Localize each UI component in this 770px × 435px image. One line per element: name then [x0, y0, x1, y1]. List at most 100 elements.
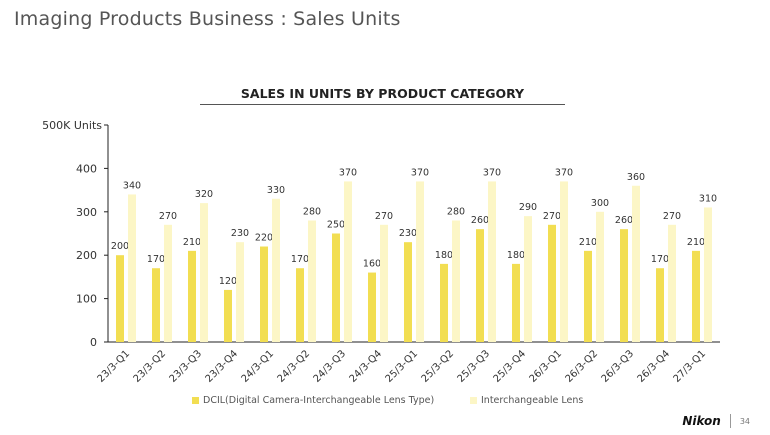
bar-dcil: [692, 250, 700, 342]
bar-dcil: [188, 250, 196, 342]
data-label-dcil: 200: [111, 241, 129, 252]
page-title: Imaging Products Business : Sales Units: [14, 8, 401, 30]
x-tick-label: 24/3-Q1: [240, 348, 277, 385]
bar-dcil: [584, 250, 592, 342]
y-tick-label: 400: [76, 162, 97, 175]
data-label-dcil: 260: [471, 215, 489, 226]
x-tick-label: 26/3-Q3: [600, 348, 637, 385]
data-label-dcil: 180: [507, 250, 525, 261]
x-tick-label: 25/3-Q2: [420, 348, 457, 385]
x-tick-label: 23/3-Q3: [168, 348, 205, 385]
bar-dcil: [152, 268, 160, 342]
x-tick-label: 25/3-Q1: [384, 348, 421, 385]
bar-lens: [416, 181, 424, 342]
legend-item-dcil: DCIL(Digital Camera-Interchangeable Lens…: [192, 395, 434, 406]
data-label-lens: 320: [195, 189, 213, 200]
data-label-lens: 370: [555, 167, 573, 178]
footer: Nikon 34: [682, 414, 750, 428]
x-tick-label: 23/3-Q1: [96, 348, 133, 385]
bar-dcil: [512, 263, 520, 342]
data-label-lens: 280: [447, 206, 465, 217]
data-label-dcil: 210: [687, 237, 705, 248]
data-label-lens: 340: [123, 180, 141, 191]
legend-swatch-dcil: [192, 397, 199, 404]
legend-label-lens: Interchangeable Lens: [481, 395, 584, 406]
x-tick-label: 24/3-Q2: [276, 348, 313, 385]
data-label-dcil: 180: [435, 250, 453, 261]
data-label-lens: 330: [267, 185, 285, 196]
bar-lens: [380, 224, 388, 342]
x-tick-label: 25/3-Q3: [456, 348, 493, 385]
data-label-lens: 370: [411, 167, 429, 178]
x-tick-label: 25/3-Q4: [492, 348, 529, 385]
data-label-lens: 230: [231, 228, 249, 239]
bar-dcil: [368, 272, 376, 342]
x-tick-label: 26/3-Q2: [564, 348, 601, 385]
x-tick-label: 23/3-Q4: [204, 348, 241, 385]
data-label-lens: 290: [519, 202, 537, 213]
data-label-lens: 370: [483, 167, 501, 178]
legend-label-dcil: DCIL(Digital Camera-Interchangeable Lens…: [203, 395, 435, 406]
data-label-dcil: 250: [327, 220, 345, 231]
y-tick-label: 100: [76, 293, 97, 306]
bar-dcil: [224, 289, 232, 342]
bar-lens: [128, 194, 136, 342]
bar-dcil: [440, 263, 448, 342]
data-label-dcil: 210: [579, 237, 597, 248]
data-label-lens: 270: [159, 211, 177, 222]
bar-lens: [272, 198, 280, 342]
bar-lens: [164, 224, 172, 342]
data-label-dcil: 120: [219, 276, 237, 287]
bar-lens: [524, 216, 532, 342]
x-tick-label: 23/3-Q2: [132, 348, 169, 385]
chart-title: SALES IN UNITS BY PRODUCT CATEGORY: [200, 86, 565, 105]
bar-lens: [236, 242, 244, 342]
y-tick-label: 0: [90, 336, 97, 349]
bar-dcil: [404, 242, 412, 342]
bar-dcil: [620, 229, 628, 342]
data-label-lens: 360: [627, 172, 645, 183]
data-label-dcil: 160: [363, 259, 381, 270]
data-label-lens: 270: [663, 211, 681, 222]
data-label-dcil: 260: [615, 215, 633, 226]
data-label-dcil: 230: [399, 228, 417, 239]
legend-item-lens: Interchangeable Lens: [470, 395, 583, 406]
legend-swatch-lens: [470, 397, 477, 404]
y-tick-label: 300: [76, 206, 97, 219]
bar-lens: [632, 185, 640, 342]
page-number: 34: [739, 416, 750, 426]
bar-lens: [200, 203, 208, 342]
data-label-lens: 280: [303, 206, 321, 217]
bar-dcil: [296, 268, 304, 342]
bar-dcil: [476, 229, 484, 342]
bar-dcil: [116, 255, 124, 342]
bar-lens: [560, 181, 568, 342]
x-tick-label: 26/3-Q1: [528, 348, 565, 385]
bar-lens: [704, 207, 712, 342]
bar-dcil: [548, 224, 556, 342]
x-tick-label: 24/3-Q3: [312, 348, 349, 385]
nikon-logo: Nikon: [682, 414, 721, 428]
data-label-dcil: 170: [147, 254, 165, 265]
data-label-lens: 270: [375, 211, 393, 222]
data-label-dcil: 210: [183, 237, 201, 248]
x-tick-label: 27/3-Q1: [672, 348, 709, 385]
bar-dcil: [260, 246, 268, 342]
data-label-lens: 370: [339, 167, 357, 178]
bar-lens: [452, 220, 460, 342]
x-tick-label: 24/3-Q4: [348, 348, 385, 385]
data-label-lens: 310: [699, 193, 717, 204]
bar-lens: [488, 181, 496, 342]
data-label-lens: 300: [591, 198, 609, 209]
data-label-dcil: 270: [543, 211, 561, 222]
y-tick-label: 200: [76, 249, 97, 262]
bar-lens: [668, 224, 676, 342]
bar-dcil: [656, 268, 664, 342]
x-tick-label: 26/3-Q4: [636, 348, 673, 385]
y-axis-label: 500K Units: [42, 119, 102, 132]
bar-lens: [344, 181, 352, 342]
footer-divider: [729, 414, 731, 428]
bar-lens: [308, 220, 316, 342]
data-label-dcil: 170: [651, 254, 669, 265]
